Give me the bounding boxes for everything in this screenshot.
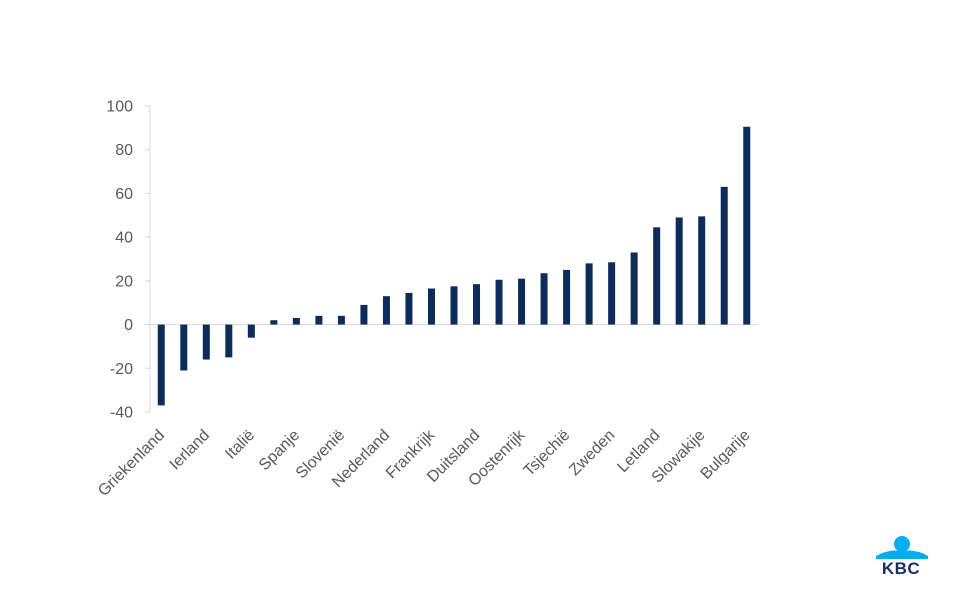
- bar: [743, 126, 751, 325]
- bar: [360, 304, 368, 325]
- bar: [270, 320, 278, 325]
- bar: [405, 292, 413, 325]
- kbc-logo-mark: [876, 536, 928, 559]
- bar: [292, 318, 300, 325]
- bar: [202, 324, 210, 360]
- y-tick-label: 80: [115, 142, 133, 159]
- x-category-label: Griekenland: [95, 427, 168, 500]
- bars-layer: [157, 126, 751, 406]
- y-tick-label: 60: [115, 186, 133, 203]
- bar: [450, 286, 458, 325]
- bar: [720, 186, 728, 325]
- y-tick-label: 40: [115, 230, 133, 247]
- x-category-label: Ierland: [167, 427, 214, 474]
- bar: [585, 263, 593, 325]
- x-category-label: Zweden: [566, 427, 618, 479]
- axis-layer: [145, 105, 758, 413]
- bar: [157, 324, 165, 406]
- y-tick-label: -20: [110, 361, 133, 378]
- y-tick-label: 100: [106, 99, 133, 116]
- bar: [382, 296, 390, 325]
- y-tick-label: 0: [124, 317, 133, 334]
- y-tick-label: -40: [110, 405, 133, 422]
- bar: [337, 315, 345, 325]
- bar: [427, 288, 435, 325]
- bar: [563, 269, 571, 325]
- kbc-logo-text: KBC: [881, 559, 921, 578]
- x-category-label: Italië: [222, 427, 258, 463]
- bar: [473, 284, 481, 325]
- bar: [225, 324, 233, 358]
- bar: [315, 315, 323, 325]
- x-category-label: Bulgarije: [698, 427, 754, 483]
- bar: [653, 227, 661, 325]
- bar: [247, 324, 255, 338]
- bar: [495, 279, 503, 325]
- y-tick-label: 20: [115, 273, 133, 290]
- bar: [698, 216, 706, 325]
- bar: [180, 324, 188, 371]
- bar: [518, 278, 526, 325]
- kbc-logo: KBC: [872, 532, 932, 578]
- bar: [540, 273, 548, 325]
- bar: [675, 217, 683, 325]
- y-tick-labels: -40 -20 0 20 40 60 80 100: [106, 99, 133, 422]
- bar: [630, 252, 638, 325]
- bar: [608, 262, 616, 325]
- x-category-label: Tsjechië: [521, 427, 574, 480]
